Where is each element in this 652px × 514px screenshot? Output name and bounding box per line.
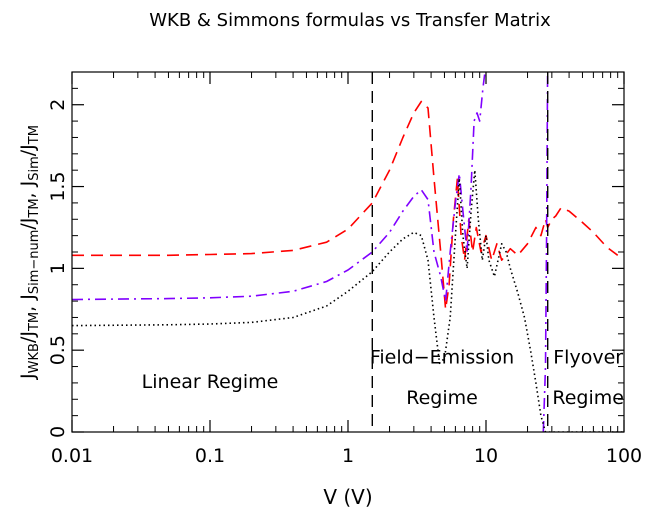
series-line-2: [72, 72, 486, 302]
y-label-part: J: [17, 373, 39, 380]
series-line-1: [72, 100, 619, 311]
y-tick-label: 0: [47, 426, 69, 438]
series-line-3: [542, 72, 549, 432]
x-tick-label: 0.1: [195, 445, 225, 467]
y-label-subscript: TM: [27, 312, 42, 332]
x-axis-label: V (V): [323, 485, 372, 509]
region-annotation: Flyover: [553, 346, 623, 368]
x-axis: 0.01 0.1 1 10 100: [51, 72, 642, 467]
series-line-4: [72, 169, 624, 432]
y-label-part: /J: [17, 144, 39, 156]
x-tick-label: 1: [342, 445, 354, 467]
x-tick-label: 10: [474, 445, 498, 467]
y-tick-label: 0.5: [47, 335, 69, 365]
y-tick-label: 1.5: [47, 171, 69, 201]
y-label-part: , J: [17, 181, 39, 199]
y-label-subscript: TM: [27, 198, 42, 218]
y-axis-label: JWKB/JTM, JSim−num/JTM, JSim/JTM: [17, 125, 42, 380]
region-annotation: Regime: [552, 387, 624, 409]
y-axis: 0 0.5 1 1.5 2: [47, 87, 624, 438]
y-label-subscript: TM: [27, 125, 42, 145]
region-annotation: Linear Regime: [142, 371, 279, 393]
y-label-part: , J: [17, 294, 39, 312]
region-annotation: Regime: [406, 387, 478, 409]
x-tick-label: 0.01: [51, 445, 93, 467]
y-tick-label: 2: [47, 99, 69, 111]
regime-boundaries: [371, 72, 549, 432]
y-tick-label: 1: [47, 262, 69, 274]
annotations: Linear Regime Field−Emission Regime Flyover…: [142, 346, 624, 409]
y-label-subscript: WKB: [27, 343, 42, 373]
x-tick-label: 100: [606, 445, 642, 467]
y-label-part: /J: [17, 218, 39, 230]
y-label-subscript: Sim−num: [27, 230, 42, 295]
region-annotation: Field−Emission: [370, 346, 514, 368]
chart-title: WKB & Simmons formulas vs Transfer Matri…: [149, 10, 551, 31]
y-label-subscript: Sim: [27, 156, 42, 181]
series-layer: [72, 72, 624, 432]
y-label-part: /J: [17, 331, 39, 343]
